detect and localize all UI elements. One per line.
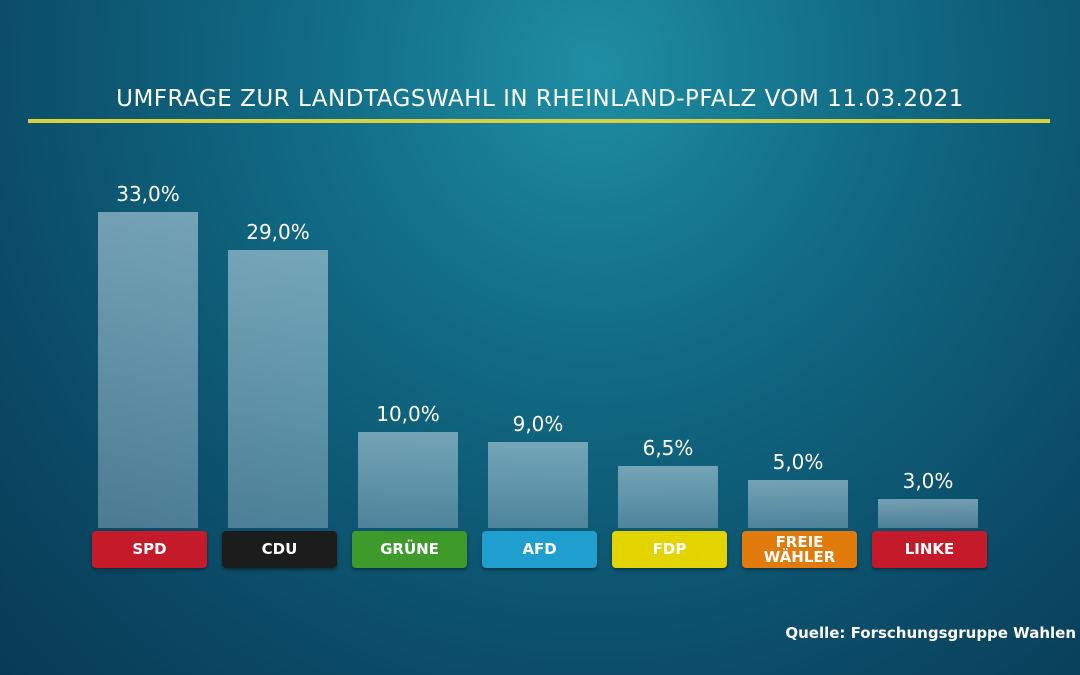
- value-label: 5,0%: [772, 450, 824, 475]
- bar: [748, 480, 848, 528]
- category-badge: LINKE: [872, 531, 987, 568]
- chart-title: UMFRAGE ZUR LANDTAGSWAHL IN RHEINLAND-PF…: [116, 86, 964, 112]
- category-badge: AFD: [482, 531, 597, 568]
- value-label: 33,0%: [116, 181, 180, 206]
- title-underline: [28, 119, 1050, 123]
- value-label: 29,0%: [246, 220, 310, 245]
- bar: [618, 465, 718, 528]
- category-badge: CDU: [222, 531, 337, 568]
- bar: [98, 211, 198, 528]
- value-label: 9,0%: [512, 411, 564, 436]
- bar: [228, 250, 328, 528]
- value-label: 3,0%: [902, 469, 954, 494]
- bar: [878, 499, 978, 528]
- value-label: 6,5%: [642, 435, 694, 460]
- category-badge: FREIE WÄHLER: [742, 531, 857, 568]
- value-label: 10,0%: [376, 402, 440, 427]
- bar: [358, 432, 458, 528]
- bar: [488, 441, 588, 528]
- category-badge: SPD: [92, 531, 207, 568]
- category-badge: GRÜNE: [352, 531, 467, 568]
- source-note: Quelle: Forschungsgruppe Wahlen: [785, 624, 1076, 642]
- category-badge: FDP: [612, 531, 727, 568]
